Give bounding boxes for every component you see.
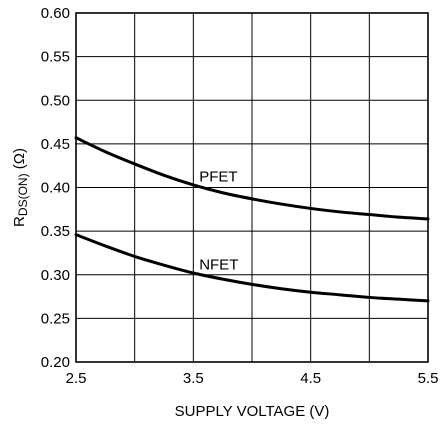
y-tick-label: 0.45 xyxy=(41,136,70,153)
series-label-layer: PFET NFET xyxy=(199,168,238,273)
plot-frame xyxy=(75,12,429,363)
y-axis-title-main: R xyxy=(11,216,28,227)
y-tick-label: 0.35 xyxy=(41,223,70,240)
y-axis-title-unit: (Ω) xyxy=(11,148,28,173)
x-tick-label: 3.5 xyxy=(183,370,204,387)
y-tick-label: 0.60 xyxy=(41,5,70,22)
y-tick-label: 0.20 xyxy=(41,354,70,371)
tick-label-layer: 0.20 0.25 0.30 0.35 0.40 0.45 0.50 0.55 0.60 2.5 3… xyxy=(41,5,439,387)
y-tick-label: 0.30 xyxy=(41,267,70,284)
grid-layer xyxy=(75,12,429,363)
series-line-pfet xyxy=(74,136,430,221)
x-tick-label: 4.5 xyxy=(300,370,321,387)
y-tick-label: 0.40 xyxy=(41,180,70,197)
series-label-nfet: NFET xyxy=(199,257,238,274)
y-tick-label: 0.50 xyxy=(41,92,70,109)
series-line-nfet xyxy=(74,233,430,303)
y-tick-label: 0.55 xyxy=(41,49,70,66)
x-axis-title: SUPPLY VOLTAGE (V) xyxy=(175,403,330,420)
x-tick-label: 2.5 xyxy=(66,370,87,387)
y-axis-title-subscript: DS(ON) xyxy=(16,173,30,216)
y-axis-title: RDS(ON) (Ω) xyxy=(11,148,30,227)
y-tick-label: 0.25 xyxy=(41,310,70,327)
x-tick-label: 5.5 xyxy=(418,370,439,387)
series-label-pfet: PFET xyxy=(199,168,237,185)
curve-layer xyxy=(74,136,430,303)
